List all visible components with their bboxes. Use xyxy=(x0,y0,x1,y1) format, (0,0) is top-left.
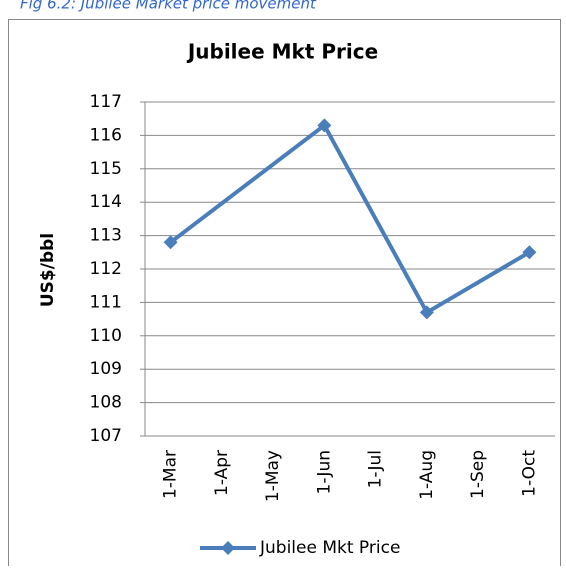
data-point xyxy=(419,305,434,320)
caption: Fig 6.2: Jubilee Market price movement xyxy=(20,0,317,13)
y-tick-label: 117 xyxy=(90,92,122,112)
data-point xyxy=(163,235,178,250)
y-tick-label: 107 xyxy=(90,426,122,446)
y-tick-label: 115 xyxy=(90,159,122,179)
data-point xyxy=(522,245,537,260)
y-axis-label: US$/bbl xyxy=(38,233,58,307)
y-tick-label: 113 xyxy=(90,226,122,246)
legend-marker xyxy=(221,541,235,555)
x-tick-label: 1-Apr xyxy=(212,450,232,496)
chart-title: Jubilee Mkt Price xyxy=(186,40,378,64)
x-tick-label: 1-Mar xyxy=(161,450,181,499)
series-line xyxy=(169,122,531,316)
y-tick-label: 110 xyxy=(90,326,122,346)
x-tick-label: 1-Jul xyxy=(366,450,386,488)
y-tick-label: 116 xyxy=(90,125,122,145)
y-tick-label: 108 xyxy=(90,393,122,413)
x-tick-label: 1-Aug xyxy=(417,450,437,500)
x-tick-label: 1-Jun xyxy=(314,450,334,494)
x-tick-label: 1-Oct xyxy=(519,450,539,497)
y-tick-label: 112 xyxy=(90,259,122,279)
legend-label: Jubilee Mkt Price xyxy=(259,538,400,558)
chart-frame xyxy=(8,19,561,570)
y-tick-label: 109 xyxy=(90,359,122,379)
y-tick-label: 114 xyxy=(90,192,122,212)
data-point xyxy=(317,118,332,133)
x-tick-label: 1-Sep xyxy=(468,450,488,499)
x-tick-label: 1-May xyxy=(263,450,283,502)
y-tick-label: 111 xyxy=(90,292,122,312)
